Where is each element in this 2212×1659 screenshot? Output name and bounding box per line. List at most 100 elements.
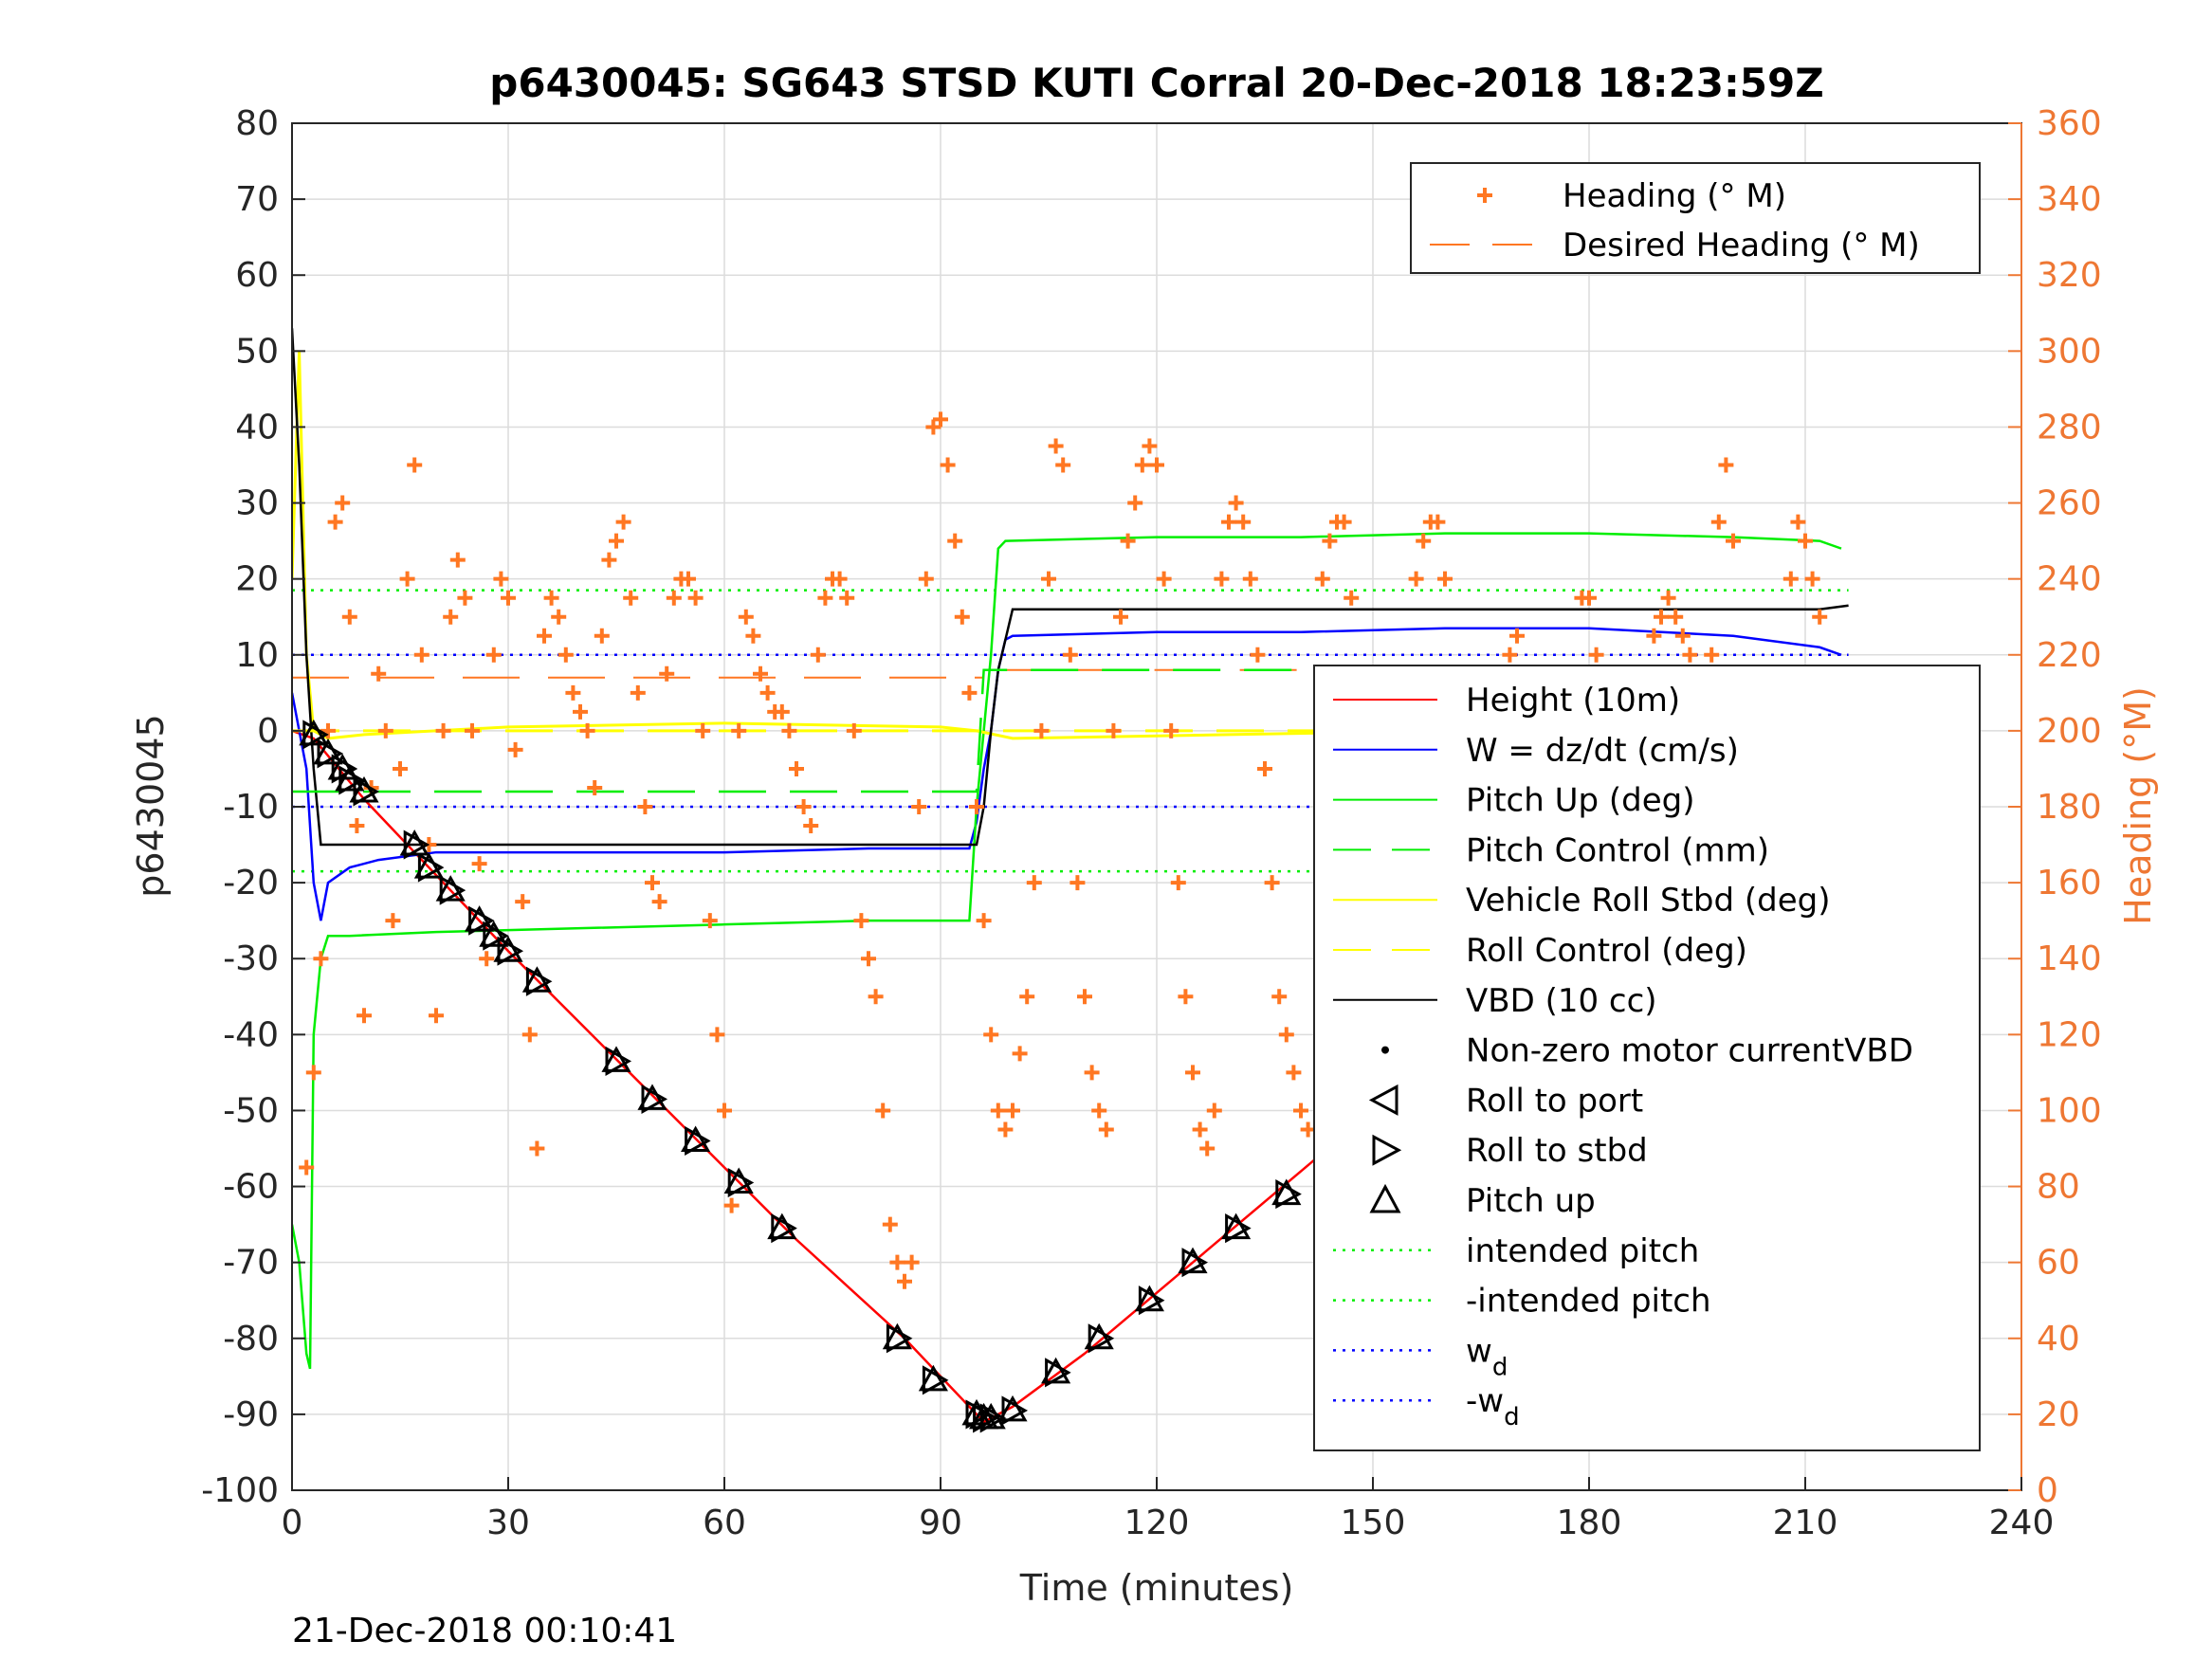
y-axis-label-right: Heading (°M) — [2117, 686, 2159, 925]
pitch-up-marker — [493, 936, 523, 962]
left-tick-label: -10 — [223, 788, 279, 827]
roll-stbd-marker — [317, 738, 344, 769]
heading-point — [493, 571, 509, 587]
heading-point — [1344, 590, 1360, 606]
heading-point — [731, 722, 747, 738]
legend-label: Roll to stbd — [1466, 1132, 1648, 1170]
heading-point — [299, 1159, 315, 1176]
pitch-up-marker — [1271, 1178, 1302, 1206]
heading-point — [1214, 571, 1230, 587]
heading-point — [1048, 438, 1064, 454]
left-tick-label: 30 — [235, 484, 279, 523]
roll-stbd-marker — [605, 1046, 632, 1076]
pitch-up-marker — [767, 1212, 797, 1240]
heading-point — [1718, 457, 1734, 473]
main-legend: Height (10m) W = dz/dt (cm/s) Pitch Up (de… — [1313, 665, 1981, 1451]
heading-point — [882, 1216, 898, 1232]
heading-point — [681, 571, 696, 587]
heading-point — [320, 722, 336, 738]
heading-point — [1113, 609, 1128, 625]
heading-point — [738, 609, 754, 625]
heading-point — [1674, 628, 1691, 644]
heading-point — [1192, 1121, 1208, 1138]
timestamp: 21-Dec-2018 00:10:41 — [292, 1612, 677, 1650]
heading-point — [543, 590, 559, 606]
roll-stbd-marker — [1001, 1395, 1029, 1426]
heading-point — [1782, 571, 1799, 587]
legend-label: Non-zero motor currentVBD — [1466, 1032, 1913, 1070]
legend-marker-heading — [1477, 188, 1492, 203]
legend-label: -intended pitch — [1466, 1283, 1711, 1321]
heading-point — [1278, 1027, 1294, 1043]
heading-point — [1798, 533, 1813, 549]
heading-point — [904, 1254, 920, 1270]
heading-point — [651, 894, 667, 910]
right-tick-label: 140 — [2037, 939, 2102, 978]
heading-point — [1199, 1140, 1216, 1157]
heading-point — [1127, 495, 1143, 511]
roll-stbd-marker — [973, 1403, 999, 1433]
heading-point — [429, 1008, 444, 1024]
legend-label: VBD (10 cc) — [1466, 982, 1657, 1020]
heading-point — [1242, 571, 1258, 587]
heading-point — [1314, 571, 1330, 587]
heading-point — [969, 799, 984, 814]
pitch-up-marker — [479, 921, 509, 947]
heading-point — [925, 419, 941, 435]
heading-point — [954, 609, 970, 625]
pitch-up-marker — [637, 1084, 667, 1110]
legend-label: W = dz/dt (cm/s) — [1466, 732, 1739, 770]
heading-point — [609, 533, 624, 549]
legend-label: intended pitch — [1466, 1232, 1699, 1270]
roll-stbd-marker — [483, 921, 509, 951]
heading-point — [933, 411, 948, 428]
heading-point — [1660, 590, 1676, 606]
right-tick-label: 280 — [2037, 408, 2102, 447]
left-tick-label: -50 — [223, 1091, 279, 1130]
chart-title: p6430045: SG643 STSD KUTI Corral 20-Dec-… — [489, 60, 1823, 106]
heading-point — [1682, 647, 1698, 663]
right-tick-label: 220 — [2037, 636, 2102, 675]
bottom-tick-label: 0 — [282, 1504, 303, 1542]
heading-point — [615, 514, 631, 530]
heading-point — [781, 722, 797, 738]
left-tick-label: -60 — [223, 1168, 279, 1207]
roll-stbd-marker — [641, 1084, 668, 1115]
legend-tri-up — [1369, 1183, 1401, 1213]
pitch-up-marker — [1178, 1247, 1208, 1274]
roll-stbd-marker — [338, 765, 365, 795]
left-tick-label: 20 — [235, 560, 279, 599]
legend-label: Height (10m) — [1466, 682, 1680, 720]
heading-point — [1437, 571, 1453, 587]
heading-point — [594, 628, 610, 644]
pitch-up-marker — [1041, 1357, 1071, 1384]
heading-point — [529, 1140, 545, 1157]
heading-point — [1804, 571, 1820, 587]
heading-point — [753, 665, 768, 682]
legend-label: Pitch Control (mm) — [1466, 831, 1769, 869]
pitch-up-marker — [601, 1046, 631, 1072]
left-tick-label: 50 — [235, 332, 279, 371]
heading-point — [356, 1008, 372, 1024]
pitch-up-marker — [997, 1395, 1028, 1422]
heading-point — [1005, 1103, 1020, 1119]
heading-point — [1250, 647, 1266, 663]
heading-point — [1033, 722, 1050, 738]
right-tick-label: 260 — [2037, 484, 2102, 523]
heading-point — [521, 1027, 538, 1043]
heading-point — [1710, 514, 1727, 530]
heading-point — [1668, 609, 1684, 625]
heading-point — [1228, 495, 1244, 511]
heading-point — [1012, 1046, 1028, 1062]
pitch-up-marker — [465, 905, 495, 932]
heading-point — [1041, 571, 1056, 587]
roll-stbd-marker — [1045, 1358, 1071, 1388]
heading-point — [479, 951, 495, 967]
heading-point — [1026, 875, 1042, 891]
heading-point — [666, 590, 682, 606]
x-axis-label: Time (minutes) — [1019, 1567, 1294, 1609]
heading-point — [1120, 533, 1136, 549]
roll-stbd-marker — [1275, 1178, 1302, 1210]
heading-point — [1257, 760, 1272, 776]
